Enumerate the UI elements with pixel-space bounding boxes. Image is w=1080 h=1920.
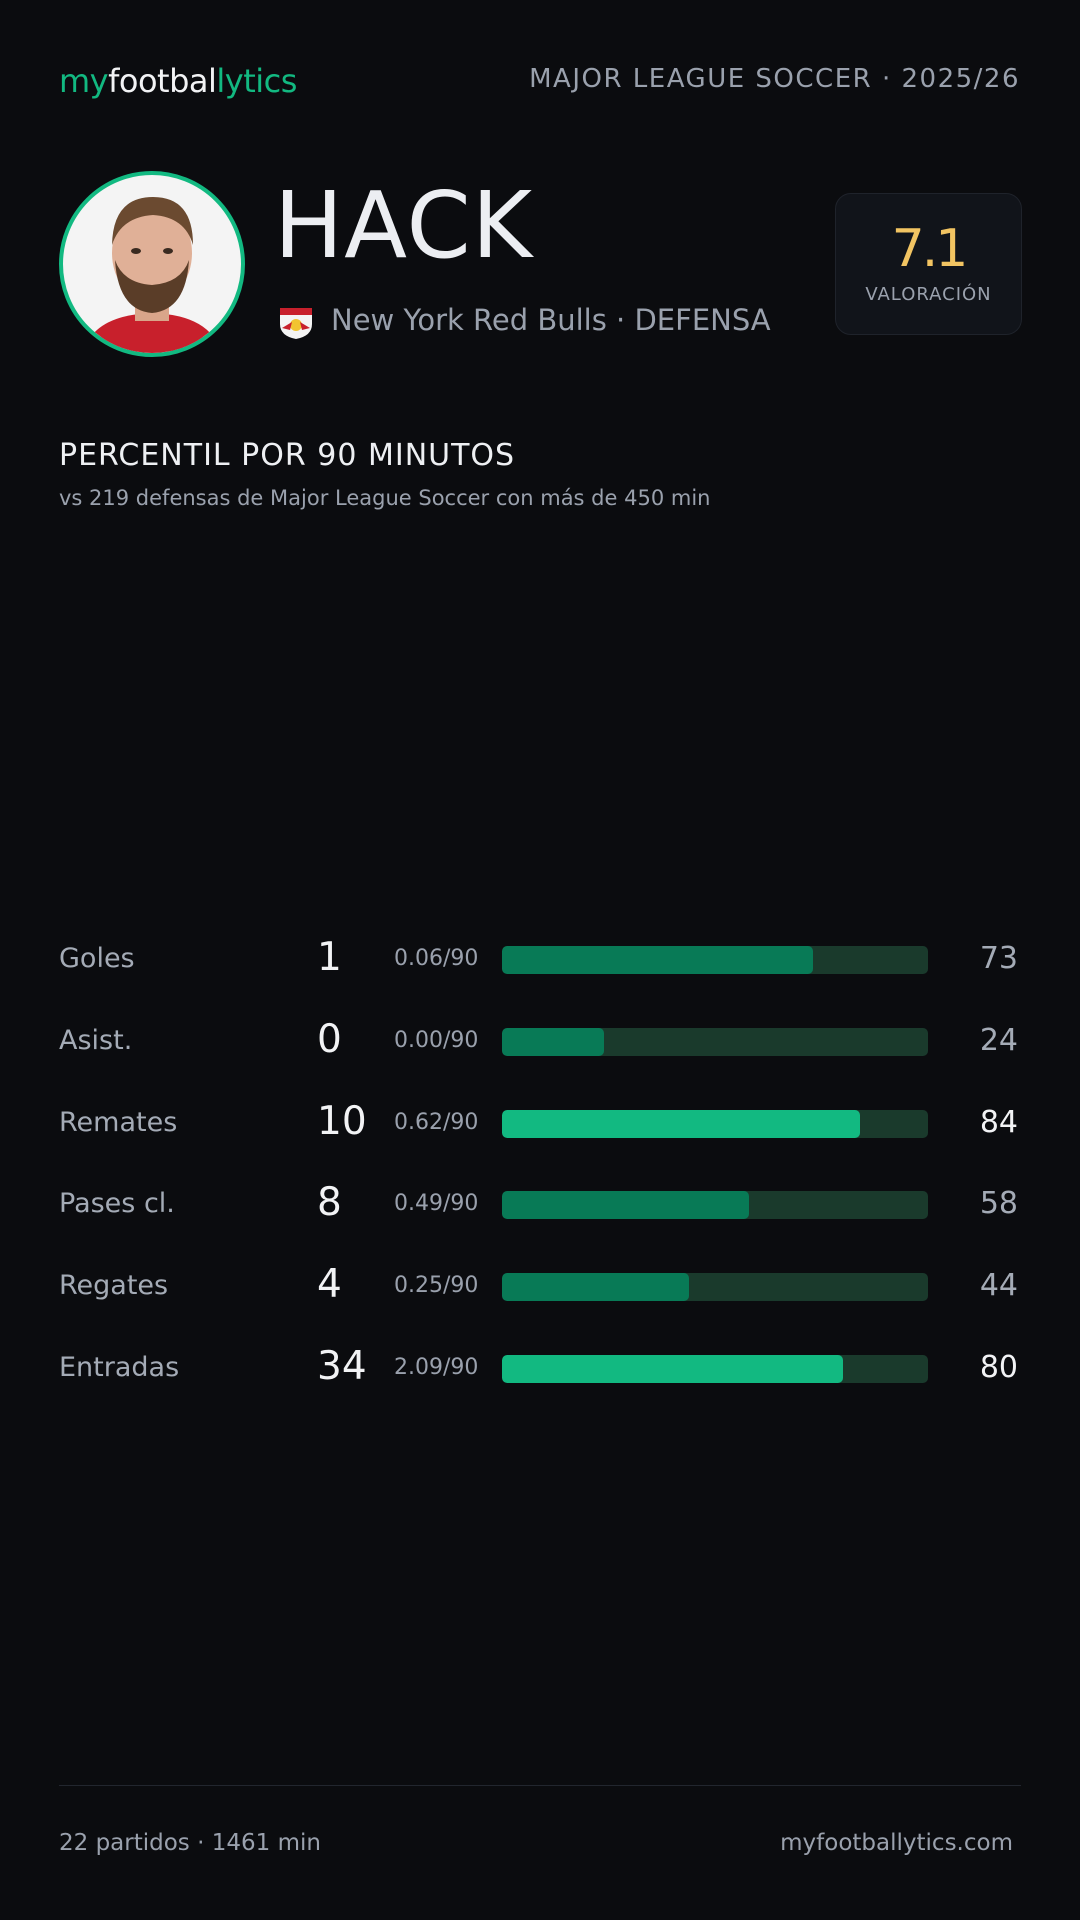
stat-percentile: 80 [979,1350,1018,1385]
brand-part: my [59,62,109,100]
bar-track [502,1355,928,1383]
stat-per90: 0.62/90 [394,1109,479,1135]
stat-label: Regates [59,1270,169,1302]
team-logo [280,308,312,339]
percentile-bar [502,1027,605,1056]
stat-total: 8 [317,1180,342,1226]
stat-total: 10 [317,1098,367,1144]
stat-total: 34 [317,1344,367,1389]
divider [59,1785,1021,1786]
portrait [83,197,221,353]
rating-label: VALORACIÓN [865,284,992,305]
percentile-bar [502,1355,843,1383]
stat-total: 1 [317,935,342,980]
stat-per90: 0.25/90 [394,1273,479,1299]
section-title: PERCENTIL POR 90 MINUTOS [59,438,516,473]
player-name: HACK [274,172,534,279]
stat-per90: 0.49/90 [394,1191,479,1217]
percentile-bar [502,1109,860,1138]
stat-percentile: 44 [979,1268,1018,1304]
bar-track [502,1273,928,1302]
bar-track [502,946,928,974]
percentile-bar [502,1191,750,1220]
stat-label: Asist. [59,1024,133,1056]
stat-percentile: 84 [979,1104,1018,1140]
bar-track [502,1191,928,1220]
brand-part: footbal [108,62,217,100]
percentile-bar [502,1273,690,1302]
section-subtitle: vs 219 defensas de Major League Soccer c… [59,486,711,510]
stat-per90: 2.09/90 [394,1355,479,1380]
stat-total: 4 [317,1262,342,1308]
stat-total: 0 [317,1016,342,1062]
stat-percentile: 73 [979,941,1018,976]
stat-label: Remates [59,1106,178,1138]
rating: 7.1 [891,219,969,279]
footer-site: myfootballytics.com [780,1830,1013,1856]
brand-part: lytics [216,62,297,100]
stat-per90: 0.00/90 [394,1027,479,1053]
stat-label: Goles [59,943,135,974]
stat-percentile: 58 [979,1186,1018,1222]
percentile-bar [502,946,813,974]
bar-track [502,1027,928,1056]
stat-per90: 0.06/90 [394,946,479,971]
stat-label: Entradas [59,1352,180,1383]
player-photo [59,171,245,357]
team-position: New York Red Bulls · DEFENSA [331,303,771,337]
stat-percentile: 24 [979,1022,1018,1058]
brand: myfootballytics [59,62,297,100]
footer-stats: 22 partidos · 1461 min [59,1830,321,1856]
bar-track [502,1109,928,1138]
stat-label: Pases cl. [59,1188,175,1220]
rating-box: 7.1 VALORACIÓN [835,193,1022,335]
league: MAJOR LEAGUE SOCCER · 2025/26 [529,64,1020,94]
